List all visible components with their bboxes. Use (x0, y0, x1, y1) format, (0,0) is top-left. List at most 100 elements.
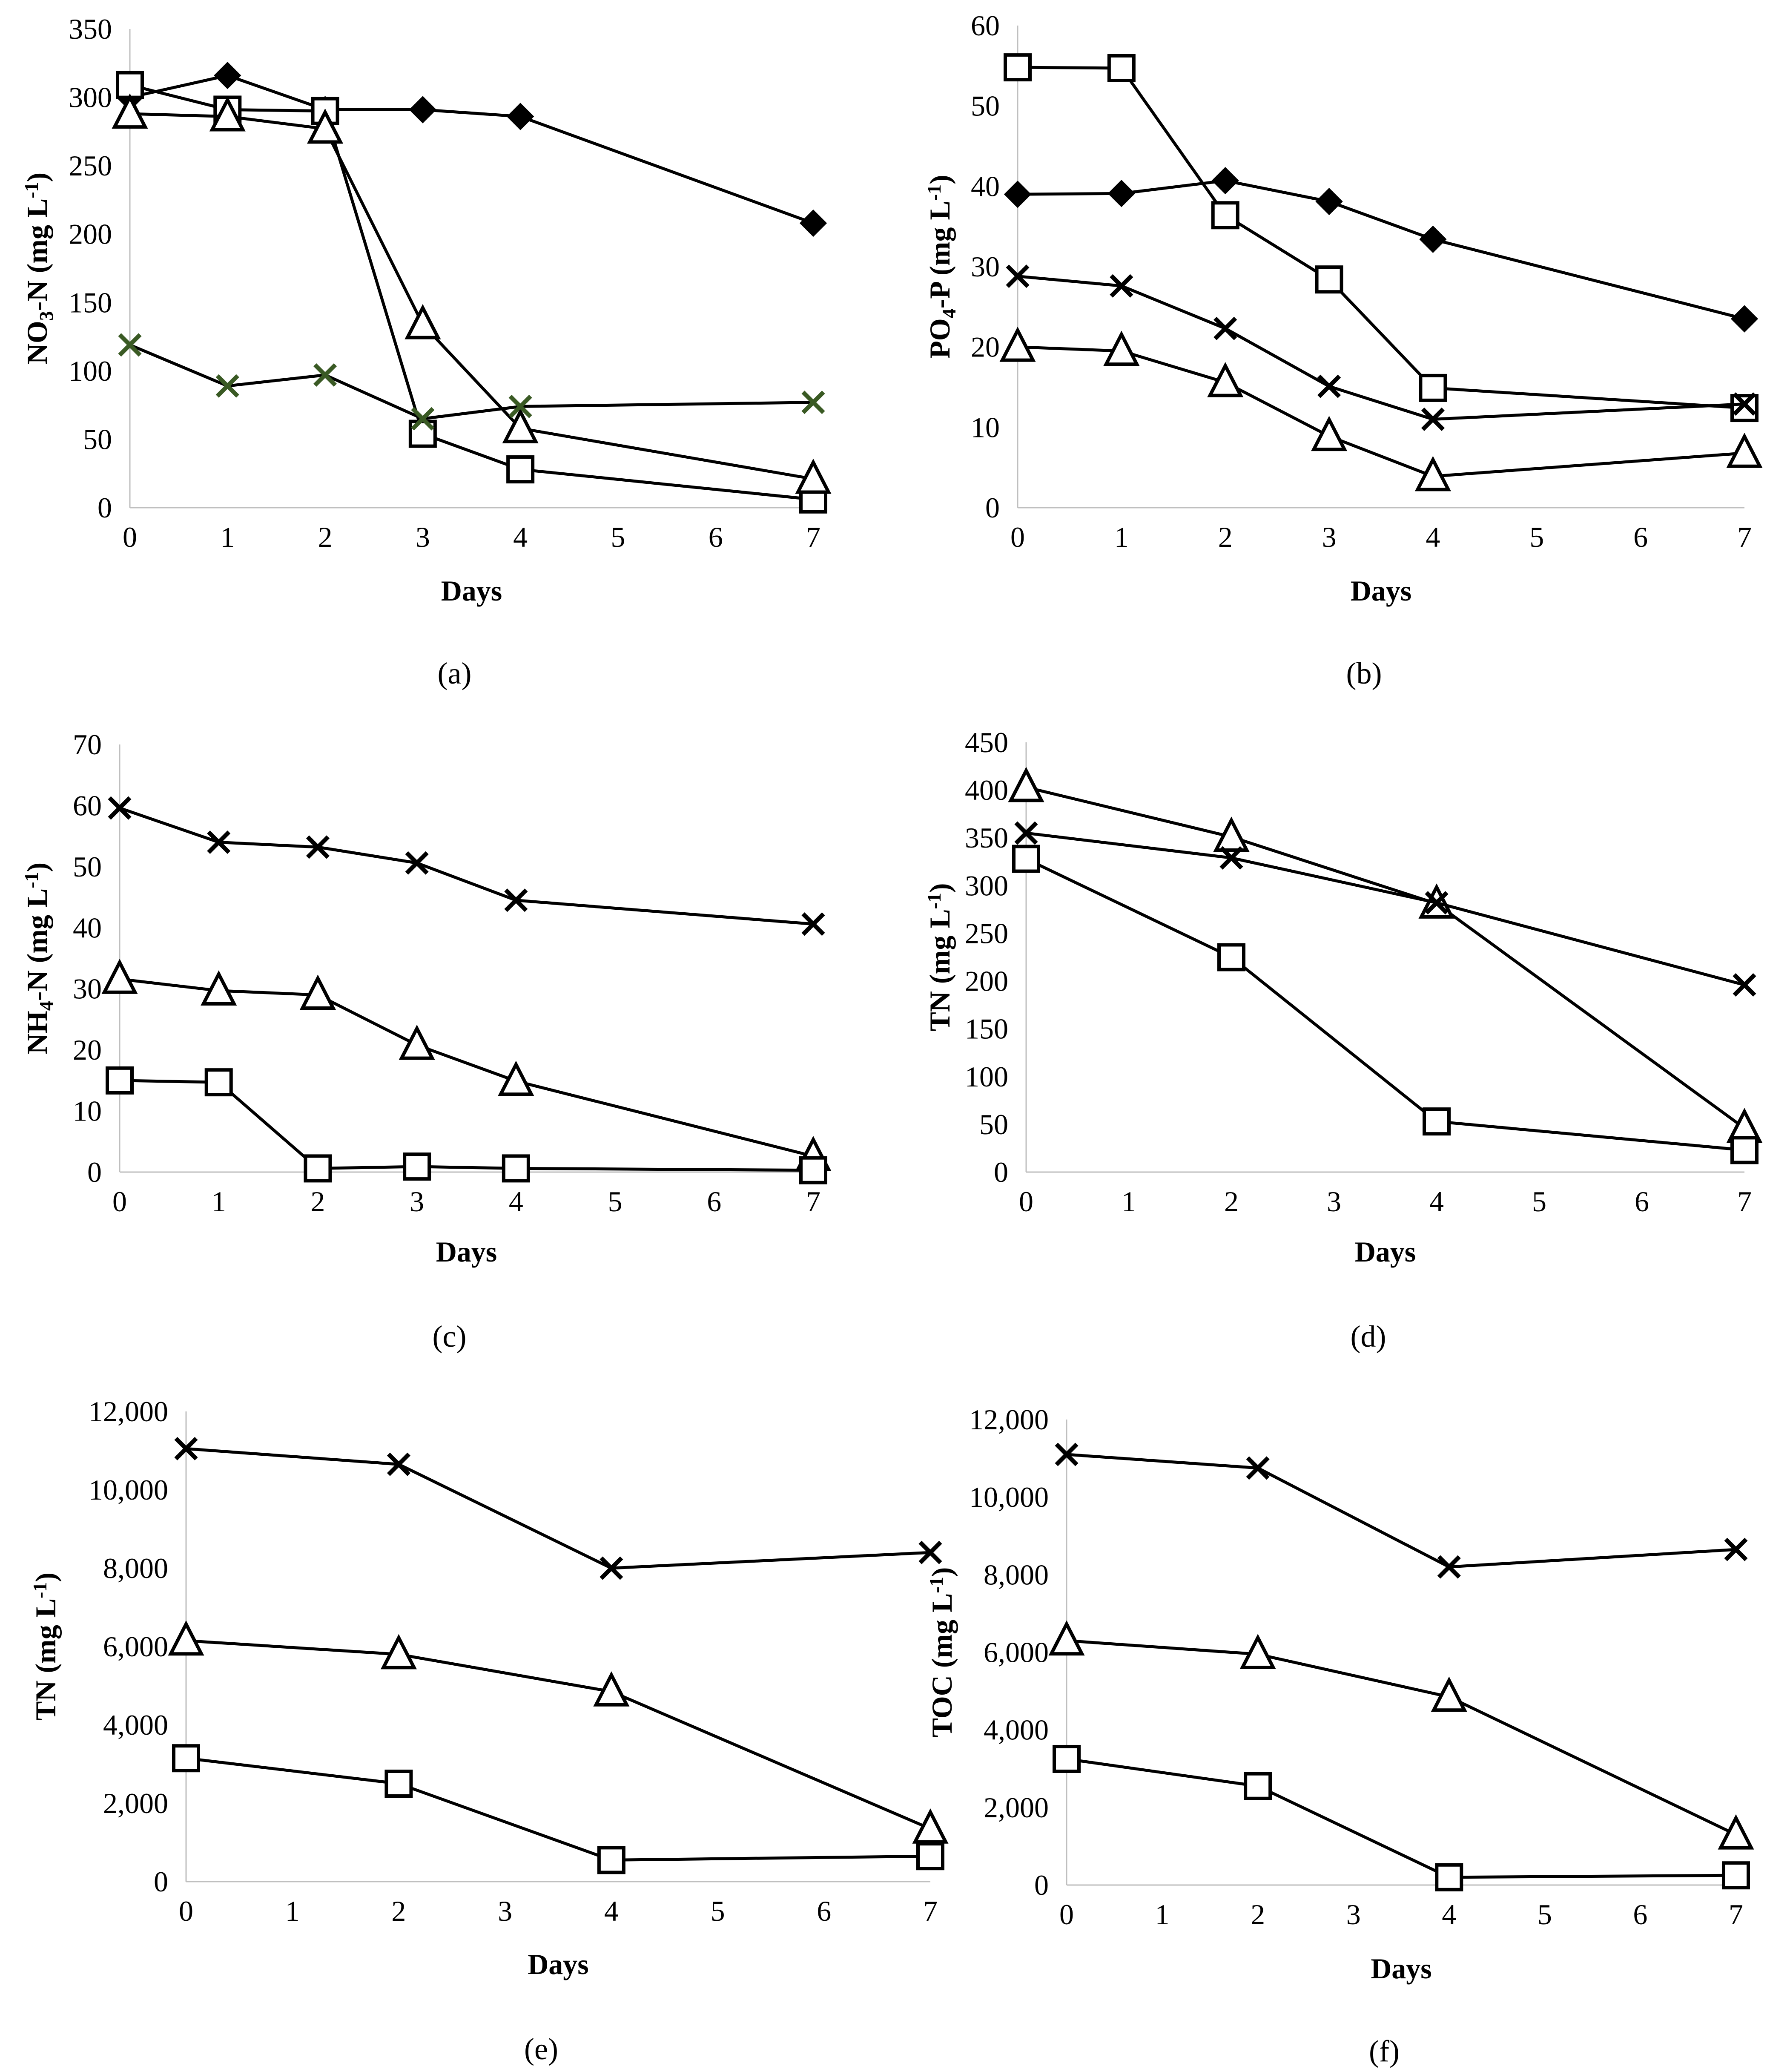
a-x-point-0 (118, 333, 142, 357)
y-tick-label-d: 50 (979, 1108, 1008, 1141)
x-tick-label-a: 1 (220, 521, 235, 553)
d-square-point-0 (1012, 845, 1040, 873)
y-tick-label-e: 4,000 (103, 1709, 168, 1741)
series-b-diamond (1004, 167, 1759, 333)
y-tick-label-b: 40 (971, 170, 1000, 202)
a-diamond-point-4 (507, 103, 534, 130)
y-tick-label-a: 150 (69, 286, 112, 319)
series-line-f-square (1066, 1757, 1736, 1879)
c-x-point-3 (405, 851, 429, 875)
series-b-triangle (999, 326, 1763, 491)
series-e-x (174, 1437, 942, 1580)
y-tick-label-f: 12,000 (969, 1403, 1049, 1436)
y-tick-label-b: 30 (971, 250, 1000, 283)
c-triangle-point-1 (201, 970, 237, 1006)
panel-label-c: (c) (433, 1319, 467, 1354)
b-x-point-1 (1110, 274, 1133, 298)
series-line-d-square (1025, 857, 1745, 1152)
x-tick-label-e: 2 (391, 1895, 406, 1927)
d-square-point-2 (1423, 1107, 1451, 1136)
x-tick-label-a: 0 (123, 521, 137, 553)
chart-panel-b: 0 10 20 30 40 50 60 0 1 2 3 4 5 6 7 Days PO4-P (mg L-1) (… (923, 9, 1763, 690)
b-triangle-point-1 (1103, 330, 1140, 366)
series-line-f-x (1066, 1453, 1736, 1569)
f-triangle-point-2 (1431, 1676, 1467, 1712)
d-triangle-point-1 (1213, 816, 1250, 852)
d-square-point-3 (1730, 1136, 1759, 1164)
a-triangle-point-3 (404, 304, 441, 339)
y-tick-label-c: 50 (73, 851, 102, 883)
series-d-square (1012, 845, 1759, 1164)
y-axis-title-d: TN (mg L-1) (923, 883, 956, 1031)
a-x-point-2 (313, 363, 337, 387)
series-line-c-triangle (119, 977, 814, 1158)
panel-label-e: (e) (524, 2032, 558, 2066)
x-tick-label-c: 5 (608, 1185, 623, 1218)
y-tick-label-c: 0 (87, 1156, 102, 1188)
x-tick-label-b: 4 (1426, 521, 1440, 553)
x-tick-label-e: 3 (498, 1895, 512, 1927)
y-tick-label-d: 350 (965, 822, 1008, 854)
b-square-point-0 (1004, 53, 1032, 82)
series-f-x (1055, 1443, 1748, 1579)
x-tick-label-f: 3 (1346, 1898, 1361, 1931)
y-axis-title-f: TOC (mg L-1) (925, 1567, 958, 1738)
series-line-c-square (119, 1079, 814, 1172)
x-tick-label-a: 2 (318, 521, 333, 553)
f-square-point-1 (1244, 1772, 1272, 1800)
c-square-point-4 (502, 1154, 530, 1183)
a-square-point-4 (506, 455, 535, 484)
a-triangle-point-0 (112, 93, 148, 129)
series-line-b-diamond (1017, 179, 1745, 321)
series-b-x (1006, 264, 1756, 431)
series-c-triangle (101, 959, 832, 1171)
x-axis-title-c: Days (436, 1236, 497, 1268)
d-x-point-1 (1219, 846, 1243, 870)
c-x-point-4 (504, 888, 528, 912)
y-tick-label-e: 8,000 (103, 1552, 168, 1584)
x-tick-label-f: 7 (1729, 1898, 1743, 1931)
c-x-point-0 (108, 796, 132, 820)
b-x-point-3 (1317, 374, 1341, 398)
y-tick-label-b: 10 (971, 411, 1000, 443)
x-tick-label-d: 1 (1122, 1185, 1136, 1218)
b-diamond-point-5 (1730, 305, 1759, 333)
series-line-d-x (1026, 831, 1745, 986)
series-d-triangle (1008, 767, 1763, 1143)
chart-panel-e: 0 2,000 4,000 6,000 8,000 10,000 12,000 0 1 2 3 4 5 6… (29, 1395, 949, 2066)
x-tick-label-a: 7 (806, 521, 820, 553)
y-tick-label-b: 50 (971, 90, 1000, 122)
x-axis-title-a: Days (441, 575, 502, 607)
y-tick-label-c: 10 (73, 1095, 102, 1127)
x-axis-title-f: Days (1371, 1952, 1432, 1985)
x-tick-label-b: 6 (1633, 521, 1648, 553)
b-triangle-point-0 (999, 326, 1036, 362)
series-b-square (1004, 53, 1759, 422)
y-tick-label-c: 40 (73, 911, 102, 944)
a-diamond-point-5 (799, 209, 827, 237)
series-line-a-triangle (129, 112, 814, 481)
f-x-point-2 (1437, 1555, 1461, 1579)
e-square-point-3 (916, 1842, 944, 1871)
c-triangle-point-0 (101, 959, 138, 994)
y-tick-label-b: 60 (971, 9, 1000, 42)
x-tick-label-e: 4 (604, 1895, 619, 1927)
y-tick-label-f: 8,000 (984, 1558, 1049, 1591)
b-square-point-4 (1419, 374, 1447, 402)
x-tick-label-c: 4 (509, 1185, 523, 1218)
a-x-point-4 (508, 394, 532, 418)
x-tick-label-a: 3 (416, 521, 430, 553)
b-x-point-2 (1213, 316, 1237, 340)
c-triangle-point-3 (399, 1024, 435, 1060)
e-square-point-2 (597, 1846, 625, 1874)
x-tick-label-f: 1 (1155, 1898, 1170, 1931)
x-tick-label-f: 5 (1538, 1898, 1552, 1931)
chart-panel-c: 0 10 20 30 40 50 60 70 0 1 2 3 4 5 6 7 Days NH4-N (mg L-1… (20, 728, 832, 1354)
y-axis-title-c: NH4-N (mg L-1) (20, 862, 57, 1054)
x-tick-label-b: 5 (1529, 521, 1544, 553)
a-x-point-1 (215, 374, 239, 398)
y-tick-label-f: 2,000 (984, 1791, 1049, 1824)
x-tick-label-b: 0 (1010, 521, 1025, 553)
x-axis-title-b: Days (1351, 575, 1412, 607)
